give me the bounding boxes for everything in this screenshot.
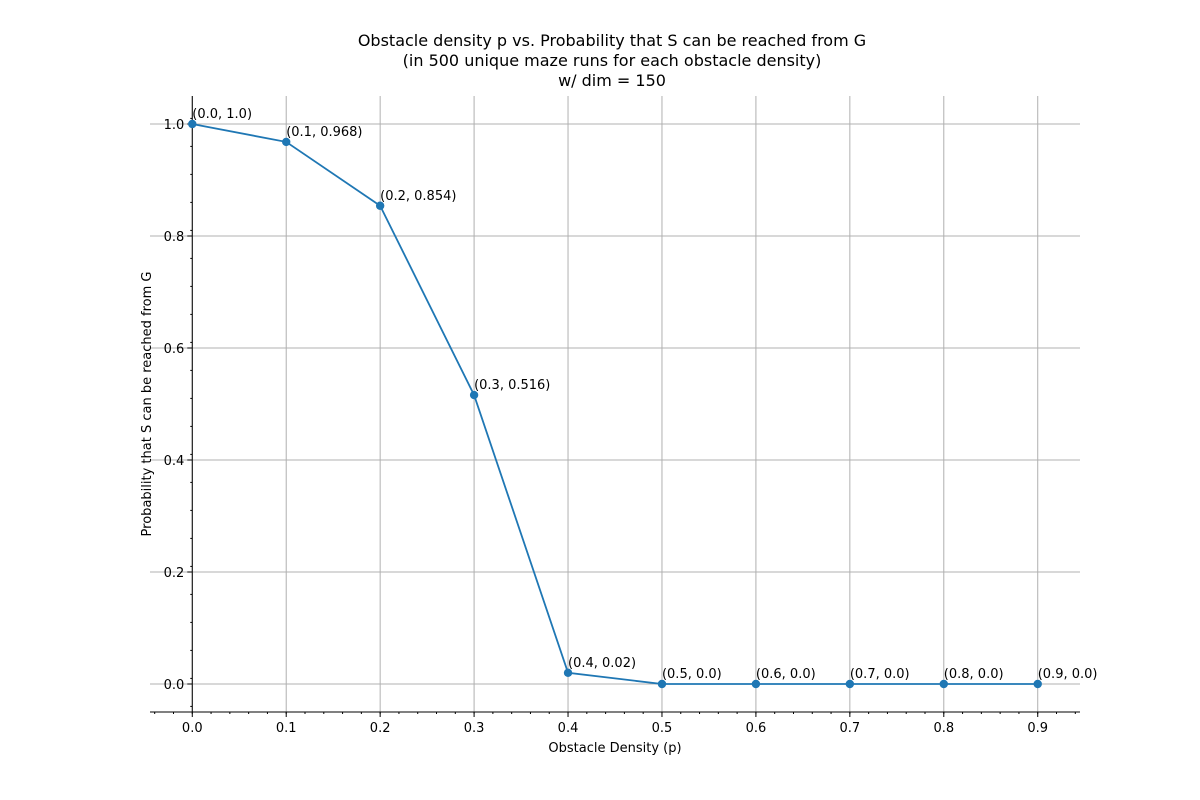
x-tick-label: 0.0 [182, 721, 203, 736]
y-tick-label: 1.0 [164, 118, 185, 133]
data-point-4 [563, 668, 573, 677]
data-point-labels: (0.0, 1.0) (0.1, 0.968) (0.2, 0.854) (0.3, … [192, 107, 1097, 682]
series-polyline [192, 123, 1038, 685]
series-line [192, 123, 1038, 685]
x-axis-label: Obstacle Density (p) [548, 741, 681, 756]
x-tick-label: 0.2 [370, 721, 391, 736]
y-tick-label: 0.6 [164, 342, 185, 357]
data-point-label-4: (0.4, 0.02) [568, 656, 636, 671]
data-point-7 [845, 679, 855, 689]
data-point-label-3: (0.3, 0.516) [474, 378, 550, 393]
data-point-9 [1033, 679, 1042, 689]
data-point-label-2: (0.2, 0.854) [380, 189, 456, 204]
chart-title-line-1: (in 500 unique maze runs for each obstac… [403, 51, 822, 70]
x-tick-label: 0.5 [652, 721, 673, 736]
data-point-label-9: (0.9, 0.0) [1038, 667, 1098, 682]
chart-title: Obstacle density p vs. Probability that … [358, 31, 866, 90]
data-point-label-1: (0.1, 0.968) [286, 125, 362, 140]
data-point-5 [657, 679, 667, 689]
x-tick-label: 0.3 [464, 721, 485, 736]
x-tick-label: 0.8 [933, 721, 954, 736]
data-point-3 [469, 390, 479, 400]
grid [150, 96, 1080, 712]
y-tick-label: 0.4 [164, 454, 185, 469]
x-tick-label: 0.7 [840, 721, 861, 736]
y-tick-label: 0.0 [164, 678, 185, 693]
x-tick-label: 0.6 [746, 721, 767, 736]
data-point-label-5: (0.5, 0.0) [662, 667, 722, 682]
y-tick-label: 0.8 [164, 230, 185, 245]
axes [150, 96, 1080, 713]
y-tick-label: 0.2 [164, 566, 185, 581]
data-point-label-0: (0.0, 1.0) [192, 107, 252, 122]
x-tick-label: 0.1 [276, 721, 297, 736]
y-axis-ticks: 0.0 0.2 0.4 0.6 0.8 1.0 [164, 117, 193, 707]
data-point-8 [939, 679, 948, 689]
data-point-2 [375, 201, 385, 210]
data-point-label-6: (0.6, 0.0) [756, 667, 816, 682]
chart-title-line-2: w/ dim = 150 [558, 71, 666, 90]
data-point-1 [282, 137, 291, 147]
data-point-label-8: (0.8, 0.0) [944, 667, 1004, 682]
data-point-0 [188, 119, 197, 129]
y-axis-label: Probability that S can be reached from G [140, 272, 155, 537]
x-tick-label: 0.4 [558, 721, 579, 736]
x-tick-label: 0.9 [1027, 721, 1048, 736]
x-axis-ticks: 0.0 0.1 0.2 0.3 0.4 0.5 0.6 0.7 0.8 0.9 [154, 712, 1076, 736]
data-point-6 [751, 679, 761, 689]
data-point-label-7: (0.7, 0.0) [850, 667, 910, 682]
data-points [188, 119, 1042, 689]
chart-title-line-0: Obstacle density p vs. Probability that … [358, 31, 866, 50]
